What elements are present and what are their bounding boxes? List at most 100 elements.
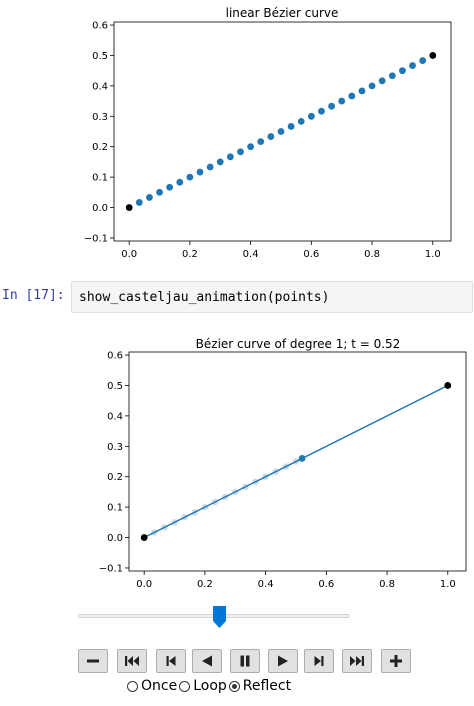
plus-icon — [390, 655, 402, 667]
curve-sample-point — [146, 194, 153, 201]
plot2-x-tick-label: 0.0 — [136, 579, 152, 590]
plot2-y-tick-label: 0.2 — [107, 472, 123, 483]
last-frame-button[interactable] — [342, 649, 372, 673]
play-icon — [278, 655, 288, 667]
control-point — [444, 382, 452, 389]
step-forward-icon — [314, 656, 324, 666]
curve-sample-point — [267, 133, 275, 140]
plot1-x-tick-label: 0.8 — [364, 249, 380, 260]
curve-sample-point — [399, 67, 406, 75]
minus-icon — [87, 659, 99, 663]
curve-sample-point — [277, 128, 285, 135]
radio-once-indicator[interactable] — [127, 680, 138, 692]
curve-sample-point — [307, 112, 315, 120]
plot2-y-tick-label: 0.5 — [107, 381, 123, 392]
frame-slider-thumb[interactable] — [212, 606, 226, 628]
current-curve-point — [298, 455, 306, 462]
first-frame-button[interactable] — [117, 649, 147, 673]
plot2-y-tick-label: 0.1 — [107, 503, 123, 514]
curve-sample-point — [257, 138, 265, 146]
curve-sample-point — [388, 72, 396, 80]
plot2-x-tick-label: 0.2 — [197, 579, 213, 590]
bezier-animation-plot: 0.0 0.2 0.4 0.6 0.8 1.0 −0.1 0.0 0.1 0.2 0.3 0.4 0.5… — [99, 337, 467, 590]
code-cell-input[interactable]: show_casteljau_animation(points) — [71, 281, 473, 313]
radio-loop-label: Loop — [193, 678, 227, 694]
radio-loop-indicator[interactable] — [179, 680, 191, 692]
plot2-y-tick-label: 0.0 — [107, 533, 123, 544]
play-reverse-button[interactable] — [192, 649, 222, 673]
curve-sample-point — [328, 102, 335, 110]
curve-sample-point — [297, 117, 305, 125]
play-reverse-icon — [202, 655, 212, 667]
control-polygon-line — [143, 384, 449, 539]
plot1-y-tick-label: 0.5 — [92, 51, 108, 62]
curve-sample-point — [247, 143, 255, 151]
plot1-y-tick-label: 0.3 — [92, 112, 108, 123]
control-point — [140, 534, 148, 541]
linear-bezier-plot: 0.0 0.2 0.4 0.6 0.8 1.0 −0.1 0.0 0.1 0.2 0.3 0.4 0.5… — [84, 6, 452, 260]
curve-sample-point — [135, 199, 143, 206]
plot2-y-tick-label: −0.1 — [99, 563, 123, 574]
faster-button[interactable] — [381, 649, 411, 673]
curve-sample-point — [206, 163, 214, 171]
curve-sample-point — [409, 62, 416, 69]
curve-sample-point — [287, 123, 295, 130]
plot2-y-tick-label: 0.6 — [107, 351, 123, 362]
cell-prompt: In [17]: — [2, 288, 65, 303]
plot2-y-tick-label: 0.3 — [107, 442, 123, 453]
curve-sample-point — [166, 183, 174, 191]
curve-sample-point — [216, 158, 224, 166]
plot2-title: Bézier curve of degree 1; t = 0.52 — [196, 337, 401, 351]
plot1-x-tick-label: 0.0 — [121, 249, 137, 260]
plot1-y-tick-label: 0.1 — [92, 173, 108, 184]
pause-button[interactable] — [230, 649, 260, 673]
radio-once-label: Once — [141, 678, 178, 694]
curve-sample-point — [196, 168, 204, 176]
plot1-x-tick-label: 0.6 — [303, 249, 319, 260]
curve-sample-point — [348, 92, 356, 100]
loop-mode-radio-group: Once Loop Reflect — [127, 677, 293, 695]
curve-sample-point — [186, 173, 194, 181]
plot1-y-tick-label: 0.4 — [92, 81, 108, 92]
skip-to-end-icon — [350, 656, 364, 666]
plot2-x-tick-label: 0.6 — [318, 579, 334, 590]
plot2-axes-frame — [128, 351, 467, 572]
plot2-x-tick-label: 1.0 — [440, 579, 456, 590]
curve-sample-point — [378, 77, 386, 85]
plot1-y-tick-label: 0.0 — [92, 203, 108, 214]
pause-icon — [240, 655, 250, 667]
radio-once[interactable]: Once — [127, 678, 177, 694]
curve-sample-point — [176, 178, 184, 186]
radio-loop[interactable]: Loop — [179, 678, 227, 694]
radio-reflect-indicator[interactable] — [228, 680, 240, 692]
control-point — [429, 52, 437, 59]
plot1-x-tick-label: 0.2 — [182, 249, 198, 260]
plot2-x-tick-label: 0.8 — [379, 579, 395, 590]
previous-frame-button[interactable] — [156, 649, 186, 673]
plot2-y-tick-label: 0.4 — [107, 411, 123, 422]
next-frame-button[interactable] — [304, 649, 334, 673]
curve-sample-point — [419, 57, 427, 64]
skip-to-start-icon — [125, 656, 139, 666]
plot1-y-tick-label: −0.1 — [84, 233, 108, 244]
radio-reflect-label: Reflect — [242, 678, 292, 694]
plot1-title: linear Bézier curve — [226, 6, 339, 20]
curve-sample-point — [156, 188, 163, 196]
curve-sample-point — [368, 82, 376, 90]
step-back-icon — [166, 656, 176, 666]
curve-sample-point — [318, 107, 325, 115]
curve-sample-point — [226, 153, 234, 161]
curve-sample-point — [358, 87, 366, 95]
slower-button[interactable] — [78, 649, 108, 673]
play-button[interactable] — [268, 649, 298, 673]
plot1-x-tick-label: 1.0 — [425, 249, 441, 260]
radio-reflect[interactable]: Reflect — [228, 678, 292, 694]
curve-sample-point — [338, 97, 346, 105]
curve-sample-point — [237, 148, 244, 156]
plot1-x-tick-label: 0.4 — [243, 249, 259, 260]
plot2-x-tick-label: 0.4 — [258, 579, 274, 590]
control-point — [125, 204, 133, 211]
plot1-axes-frame — [113, 21, 452, 242]
plot1-y-tick-label: 0.6 — [92, 21, 108, 32]
plot1-y-tick-label: 0.2 — [92, 142, 108, 153]
